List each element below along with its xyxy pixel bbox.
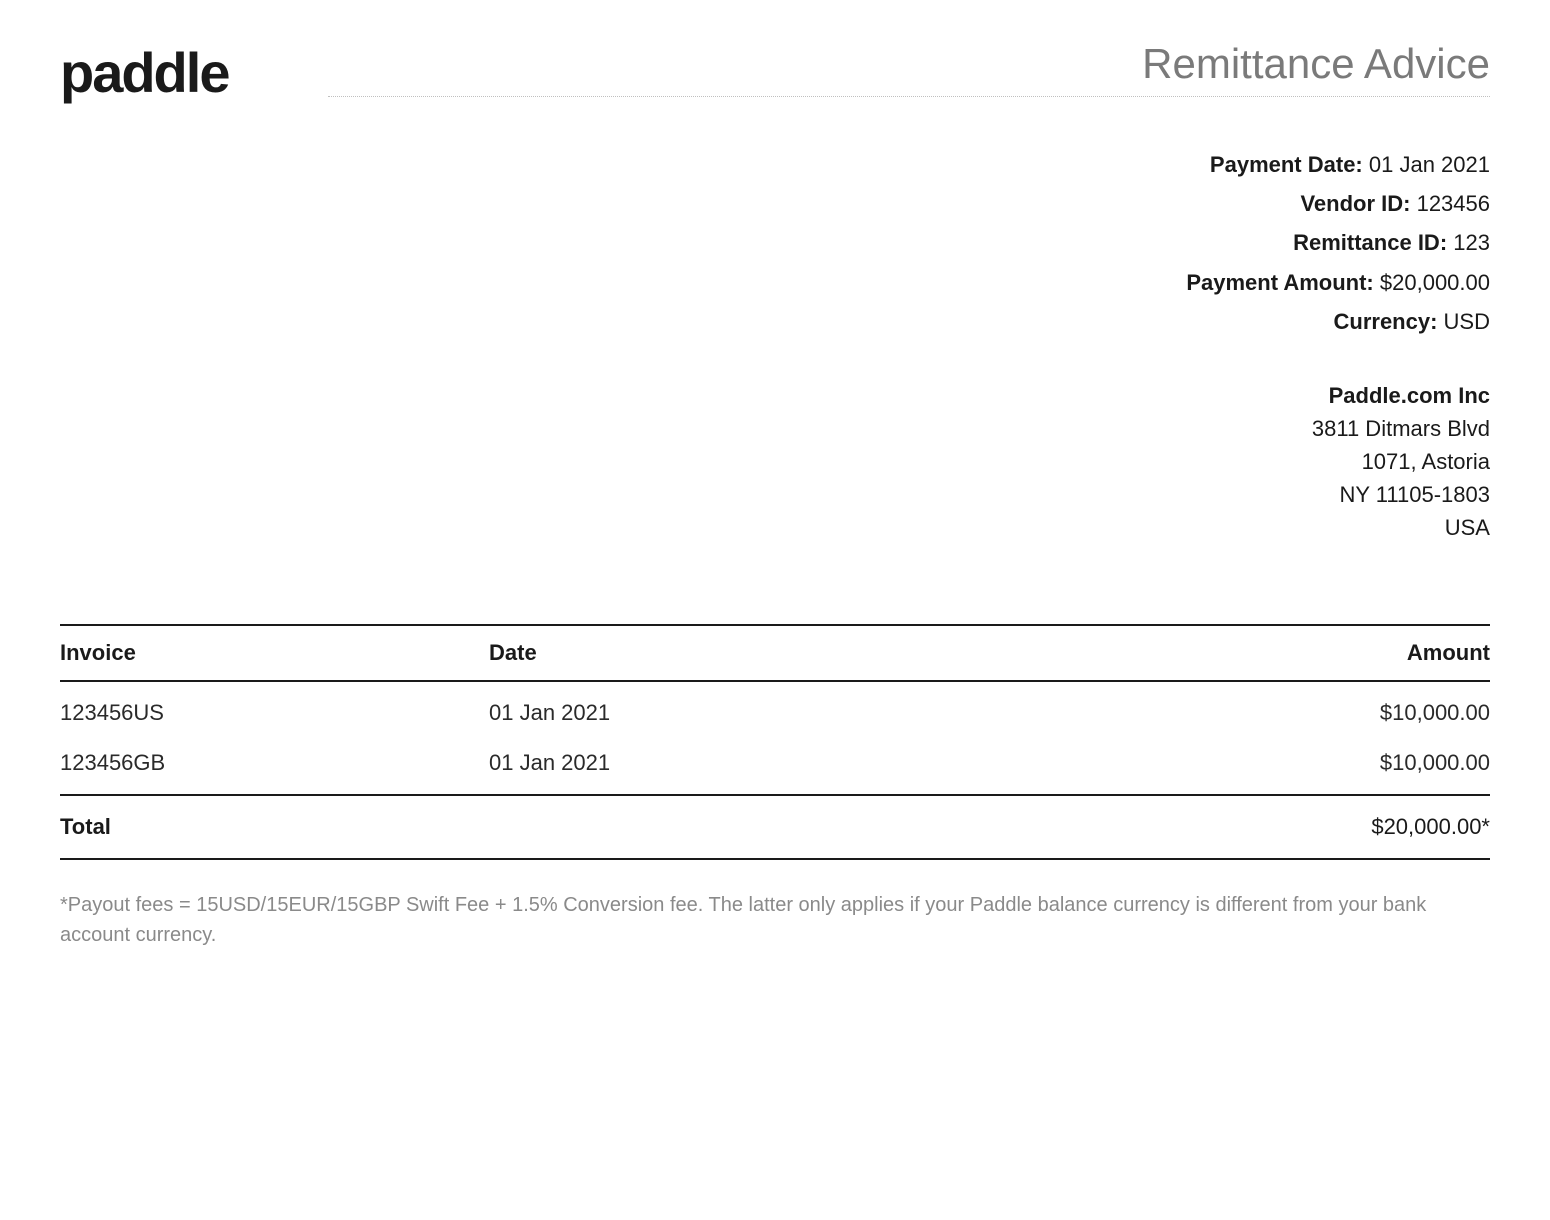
cell-amount: $10,000.00 bbox=[1061, 738, 1490, 795]
cell-date: 01 Jan 2021 bbox=[489, 738, 1061, 795]
table-body: 123456US 01 Jan 2021 $10,000.00 123456GB… bbox=[60, 681, 1490, 795]
document-header: paddle Remittance Advice Payment Date: 0… bbox=[60, 40, 1490, 544]
address-block: Paddle.com Inc 3811 Ditmars Blvd 1071, A… bbox=[328, 379, 1490, 544]
cell-date: 01 Jan 2021 bbox=[489, 681, 1061, 738]
total-label: Total bbox=[60, 795, 489, 859]
meta-payment-amount: Payment Amount: $20,000.00 bbox=[328, 265, 1490, 300]
table-header-row: Invoice Date Amount bbox=[60, 625, 1490, 681]
table-row: 123456GB 01 Jan 2021 $10,000.00 bbox=[60, 738, 1490, 795]
currency-value: USD bbox=[1444, 309, 1490, 334]
table-total-row: Total $20,000.00* bbox=[60, 795, 1490, 859]
meta-vendor-id: Vendor ID: 123456 bbox=[328, 186, 1490, 221]
logo: paddle bbox=[60, 40, 228, 105]
cell-invoice: 123456GB bbox=[60, 738, 489, 795]
total-spacer bbox=[489, 795, 1061, 859]
address-line-3: NY 11105-1803 bbox=[328, 478, 1490, 511]
meta-payment-date: Payment Date: 01 Jan 2021 bbox=[328, 147, 1490, 182]
payment-amount-value: $20,000.00 bbox=[1380, 270, 1490, 295]
header-right: Remittance Advice Payment Date: 01 Jan 2… bbox=[328, 40, 1490, 544]
cell-invoice: 123456US bbox=[60, 681, 489, 738]
header-invoice: Invoice bbox=[60, 625, 489, 681]
company-name: Paddle.com Inc bbox=[328, 379, 1490, 412]
header-date: Date bbox=[489, 625, 1061, 681]
remittance-id-value: 123 bbox=[1453, 230, 1490, 255]
invoice-table: Invoice Date Amount 123456US 01 Jan 2021… bbox=[60, 624, 1490, 860]
address-line-2: 1071, Astoria bbox=[328, 445, 1490, 478]
meta-block: Payment Date: 01 Jan 2021 Vendor ID: 123… bbox=[328, 147, 1490, 339]
meta-remittance-id: Remittance ID: 123 bbox=[328, 225, 1490, 260]
document-title: Remittance Advice bbox=[328, 40, 1490, 97]
payment-amount-label: Payment Amount: bbox=[1186, 270, 1373, 295]
address-line-1: 3811 Ditmars Blvd bbox=[328, 412, 1490, 445]
vendor-id-label: Vendor ID: bbox=[1300, 191, 1410, 216]
vendor-id-value: 123456 bbox=[1417, 191, 1490, 216]
total-value: $20,000.00* bbox=[1061, 795, 1490, 859]
header-amount: Amount bbox=[1061, 625, 1490, 681]
invoice-table-wrap: Invoice Date Amount 123456US 01 Jan 2021… bbox=[60, 624, 1490, 860]
payment-date-value: 01 Jan 2021 bbox=[1369, 152, 1490, 177]
payment-date-label: Payment Date: bbox=[1210, 152, 1363, 177]
remittance-id-label: Remittance ID: bbox=[1293, 230, 1447, 255]
currency-label: Currency: bbox=[1334, 309, 1438, 334]
address-line-4: USA bbox=[328, 511, 1490, 544]
footnote: *Payout fees = 15USD/15EUR/15GBP Swift F… bbox=[60, 890, 1490, 950]
cell-amount: $10,000.00 bbox=[1061, 681, 1490, 738]
table-row: 123456US 01 Jan 2021 $10,000.00 bbox=[60, 681, 1490, 738]
meta-currency: Currency: USD bbox=[328, 304, 1490, 339]
